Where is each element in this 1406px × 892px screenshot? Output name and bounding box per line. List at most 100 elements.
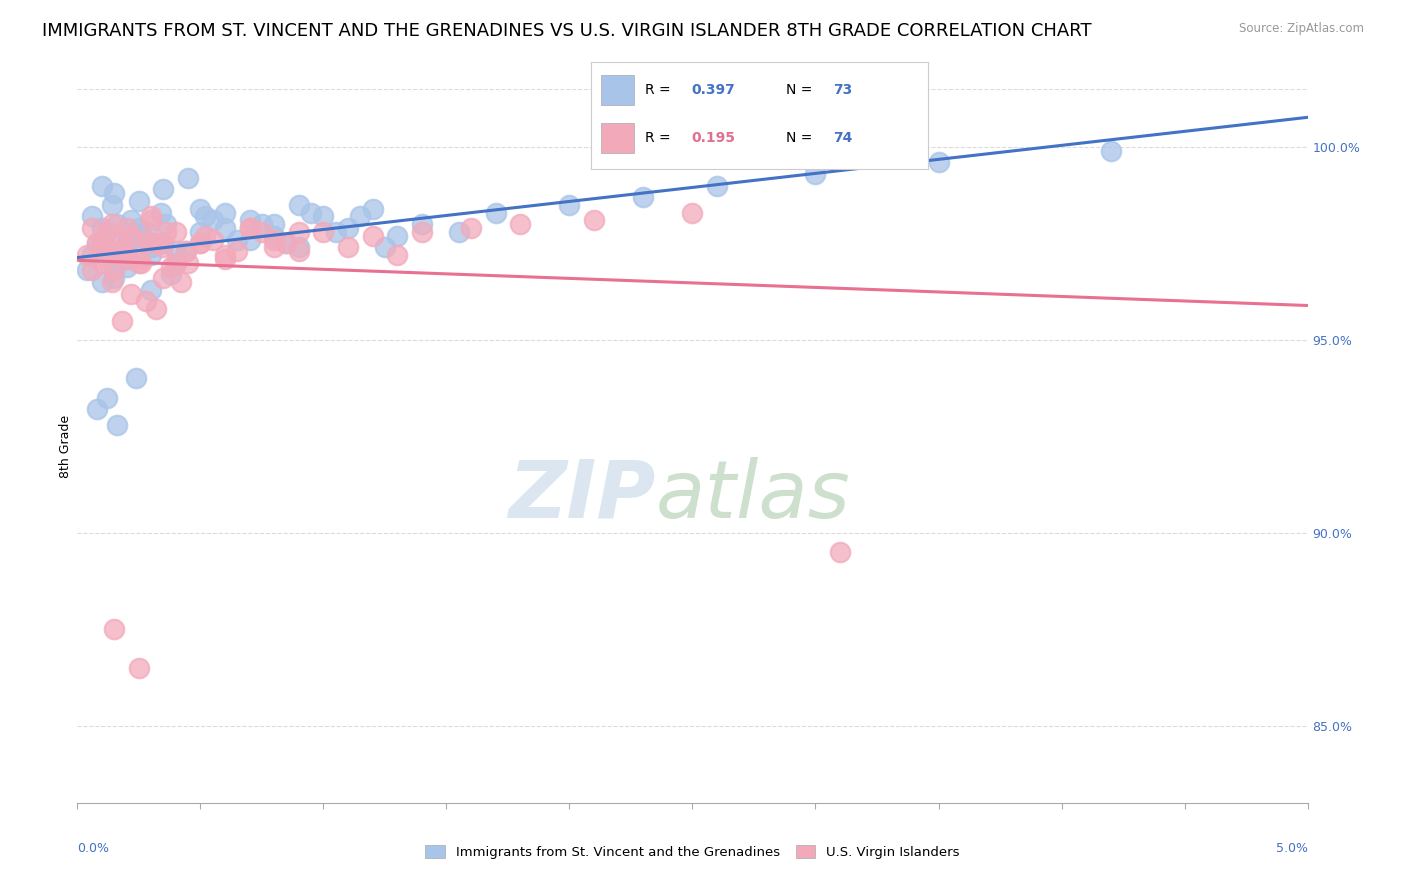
Point <box>411 225 433 239</box>
Point <box>190 225 212 239</box>
Point <box>103 622 125 636</box>
Point <box>82 263 104 277</box>
Point <box>276 236 298 251</box>
Point <box>387 228 409 243</box>
Point <box>177 170 200 185</box>
Point <box>509 217 531 231</box>
Point <box>214 248 236 262</box>
Point <box>250 225 273 239</box>
Text: Source: ZipAtlas.com: Source: ZipAtlas.com <box>1239 22 1364 36</box>
Point <box>128 194 150 208</box>
Point <box>115 233 138 247</box>
Point <box>830 545 852 559</box>
Point <box>447 225 470 239</box>
Point <box>96 225 118 239</box>
Text: 0.397: 0.397 <box>692 83 735 97</box>
Point <box>121 213 143 227</box>
Point <box>111 244 132 259</box>
Text: R =: R = <box>644 83 675 97</box>
Point <box>115 221 138 235</box>
Point <box>90 233 114 247</box>
Text: 74: 74 <box>834 131 853 145</box>
Point <box>325 225 347 239</box>
Text: R =: R = <box>644 131 675 145</box>
Point <box>76 248 98 262</box>
Point <box>190 202 212 216</box>
Point <box>128 221 150 235</box>
Point <box>90 221 114 235</box>
Point <box>165 256 187 270</box>
Point <box>250 217 273 231</box>
Point <box>155 225 177 239</box>
Point <box>86 236 108 251</box>
Point <box>150 205 173 219</box>
Point <box>263 217 285 231</box>
Point <box>374 240 396 254</box>
Point <box>387 248 409 262</box>
Point <box>141 210 163 224</box>
Point <box>90 256 114 270</box>
Text: N =: N = <box>786 83 817 97</box>
Point <box>263 228 285 243</box>
Point <box>115 248 138 262</box>
Point <box>135 225 157 239</box>
Point <box>86 236 108 251</box>
Point <box>101 256 124 270</box>
Point <box>152 271 174 285</box>
Point <box>312 210 335 224</box>
Point <box>165 256 187 270</box>
Point <box>1099 144 1122 158</box>
Point <box>152 182 174 196</box>
Point <box>135 294 157 309</box>
Point <box>135 233 157 247</box>
Point <box>361 228 384 243</box>
Point <box>682 205 704 219</box>
Text: 0.195: 0.195 <box>692 131 735 145</box>
Point <box>145 301 167 316</box>
Point <box>115 252 138 266</box>
Point <box>226 233 249 247</box>
Point <box>141 213 163 227</box>
Point <box>115 252 138 266</box>
Point <box>361 202 384 216</box>
Point <box>141 248 163 262</box>
Point <box>105 417 128 432</box>
Point <box>460 221 482 235</box>
Point <box>152 236 174 251</box>
Point <box>214 205 236 219</box>
FancyBboxPatch shape <box>600 123 634 153</box>
Point <box>201 213 224 227</box>
Point <box>299 205 322 219</box>
Y-axis label: 8th Grade: 8th Grade <box>59 415 72 477</box>
FancyBboxPatch shape <box>600 75 634 105</box>
Point <box>111 313 132 327</box>
Point <box>101 198 124 212</box>
Text: IMMIGRANTS FROM ST. VINCENT AND THE GRENADINES VS U.S. VIRGIN ISLANDER 8TH GRADE: IMMIGRANTS FROM ST. VINCENT AND THE GREN… <box>42 22 1092 40</box>
Point <box>90 178 114 193</box>
Point <box>263 240 285 254</box>
Point <box>115 248 138 262</box>
Text: atlas: atlas <box>655 457 851 535</box>
Point <box>928 155 950 169</box>
Text: N =: N = <box>786 131 817 145</box>
Point <box>190 236 212 251</box>
Point <box>485 205 508 219</box>
Point <box>141 283 163 297</box>
Point <box>160 260 183 274</box>
Point <box>349 210 371 224</box>
Point <box>103 271 125 285</box>
Point <box>141 236 163 251</box>
Point <box>125 371 148 385</box>
Point <box>111 233 132 247</box>
Point <box>111 248 132 262</box>
Point <box>263 233 285 247</box>
Point <box>96 225 118 239</box>
Point <box>337 221 360 235</box>
Point <box>190 236 212 251</box>
Point <box>583 213 606 227</box>
Point <box>103 244 125 259</box>
Point <box>165 244 187 259</box>
Point <box>804 167 827 181</box>
Point <box>633 190 655 204</box>
Point <box>101 275 124 289</box>
